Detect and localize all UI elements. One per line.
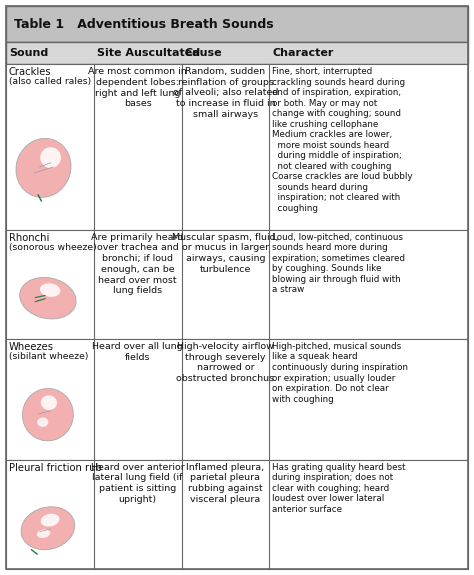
Ellipse shape [41, 396, 57, 410]
Bar [6, 229, 468, 339]
Text: Character: Character [273, 48, 334, 58]
Ellipse shape [40, 283, 60, 297]
Text: Rhonchi: Rhonchi [9, 232, 49, 243]
Text: Table 1   Adventitious Breath Sounds: Table 1 Adventitious Breath Sounds [14, 17, 273, 30]
Ellipse shape [19, 277, 76, 319]
Text: Heard over anterior
lateral lung field (if
patient is sitting
upright): Heard over anterior lateral lung field (… [91, 462, 184, 504]
Text: Sound: Sound [9, 48, 48, 58]
Text: Inflamed pleura,
parietal pleura
rubbing against
visceral pleura: Inflamed pleura, parietal pleura rubbing… [186, 462, 264, 504]
Text: Are most common in
dependent lobes:
right and left lung
bases: Are most common in dependent lobes: righ… [88, 67, 187, 108]
Bar [6, 6, 468, 42]
Bar [6, 459, 468, 569]
Ellipse shape [37, 417, 48, 427]
Text: Crackles: Crackles [9, 67, 52, 77]
Ellipse shape [41, 513, 59, 527]
Text: High-pitched, musical sounds
like a squeak heard
continuously during inspiration: High-pitched, musical sounds like a sque… [273, 342, 408, 404]
Text: (sibilant wheeze): (sibilant wheeze) [9, 352, 88, 361]
Text: Wheezes: Wheezes [9, 342, 54, 352]
Ellipse shape [22, 389, 73, 441]
Text: Are primarily heard
over trachea and
bronchi; if loud
enough, can be
heard over : Are primarily heard over trachea and bro… [91, 232, 184, 296]
Text: Fine, short, interrupted
crackling sounds heard during
end of inspiration, expir: Fine, short, interrupted crackling sound… [273, 67, 413, 213]
Bar [6, 42, 468, 64]
Text: Loud, low-pitched, continuous
sounds heard more during
expiration; sometimes cle: Loud, low-pitched, continuous sounds hea… [273, 232, 405, 294]
Text: Pleural friction rub: Pleural friction rub [9, 462, 102, 473]
Text: (sonorous wheeze): (sonorous wheeze) [9, 243, 97, 251]
Text: Cause: Cause [184, 48, 222, 58]
Bar [6, 339, 468, 459]
Text: Random, sudden
reinflation of groups
of alveoli; also related
to increase in flu: Random, sudden reinflation of groups of … [173, 67, 278, 119]
Text: Has grating quality heard best
during inspiration; does not
clear with coughing;: Has grating quality heard best during in… [273, 462, 406, 513]
Text: High-velocity airflow
through severely
narrowed or
obstructed bronchus: High-velocity airflow through severely n… [176, 342, 274, 383]
Text: (also called rales): (also called rales) [9, 77, 91, 86]
Ellipse shape [40, 147, 61, 168]
Ellipse shape [21, 507, 75, 550]
Ellipse shape [37, 530, 50, 538]
Bar [6, 64, 468, 229]
Text: Heard over all lung
fields: Heard over all lung fields [92, 342, 183, 362]
Text: Site Auscultated: Site Auscultated [97, 48, 200, 58]
Text: Muscular spasm, fluid,
or mucus in larger
airways, causing
turbulence: Muscular spasm, fluid, or mucus in large… [172, 232, 279, 274]
Ellipse shape [16, 139, 71, 197]
